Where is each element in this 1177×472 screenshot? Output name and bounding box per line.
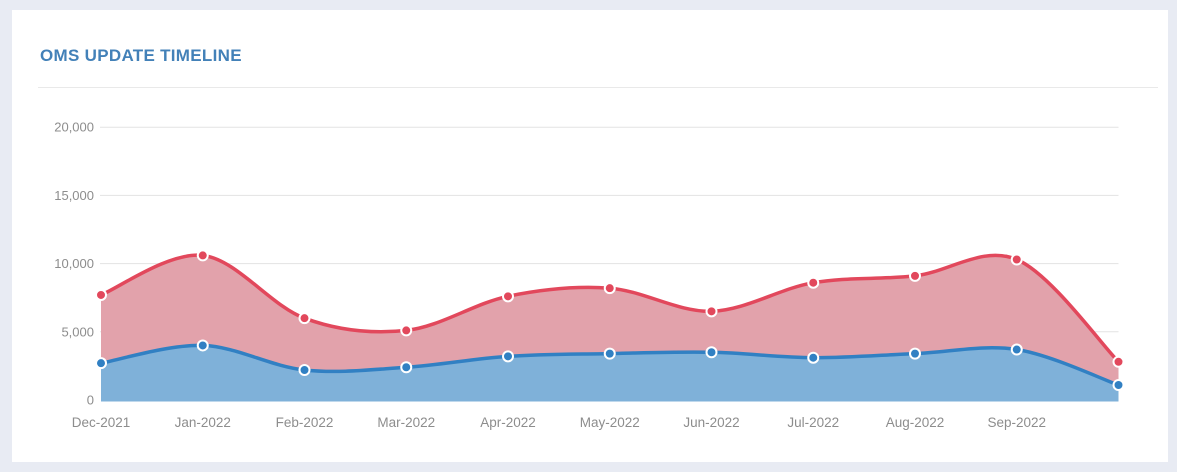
blue-series-point-marker[interactable]	[1112, 378, 1125, 391]
blue-series-area	[101, 345, 1119, 402]
blue-series-point-marker[interactable]	[909, 347, 921, 360]
y-axis-tick-label: 15,000	[54, 188, 94, 203]
y-axis-tick-label: 5,000	[61, 324, 94, 339]
page-title: OMS UPDATE TIMELINE	[40, 46, 242, 65]
x-axis-tick-label: Feb-2022	[276, 415, 334, 430]
red-series-point-marker[interactable]	[807, 276, 820, 289]
blue-series-point-marker[interactable]	[1010, 343, 1023, 356]
red-series-point-marker[interactable]	[95, 288, 107, 301]
blue-series-point-marker[interactable]	[196, 339, 209, 352]
blue-series-point-marker[interactable]	[807, 351, 820, 364]
x-axis-tick-label: Jul-2022	[787, 415, 839, 430]
x-axis-tick-label: Mar-2022	[377, 415, 435, 430]
red-series-point-marker[interactable]	[298, 312, 311, 325]
blue-series-point-marker[interactable]	[705, 346, 718, 359]
x-axis-tick-label: Dec-2021	[72, 415, 131, 430]
y-axis-tick-label: 20,000	[54, 120, 94, 135]
x-axis-tick-label: Aug-2022	[886, 415, 945, 430]
red-series-point-marker[interactable]	[400, 324, 413, 337]
red-series-point-marker[interactable]	[1010, 253, 1023, 266]
red-series-point-marker[interactable]	[196, 249, 209, 262]
y-axis-tick-label: 0	[87, 393, 94, 408]
x-axis-tick-label: Apr-2022	[480, 415, 536, 430]
x-axis-tick-label: Jan-2022	[175, 415, 231, 430]
red-series-point-marker[interactable]	[909, 269, 921, 282]
blue-series-point-marker[interactable]	[95, 357, 107, 370]
x-axis-tick-label: Jun-2022	[683, 415, 739, 430]
red-series-point-marker[interactable]	[705, 305, 718, 318]
red-series-point-marker[interactable]	[1112, 355, 1125, 368]
title-divider	[38, 87, 1158, 88]
blue-series-point-marker[interactable]	[603, 347, 616, 360]
x-axis-tick-label: Sep-2022	[987, 415, 1046, 430]
red-series-point-marker[interactable]	[502, 290, 514, 303]
red-series-point-marker[interactable]	[603, 282, 616, 295]
blue-series-point-marker[interactable]	[502, 350, 514, 363]
blue-series-point-marker[interactable]	[400, 361, 413, 374]
blue-series-point-marker[interactable]	[298, 363, 311, 376]
y-axis-tick-label: 10,000	[54, 256, 94, 271]
x-axis-tick-label: May-2022	[580, 415, 640, 430]
